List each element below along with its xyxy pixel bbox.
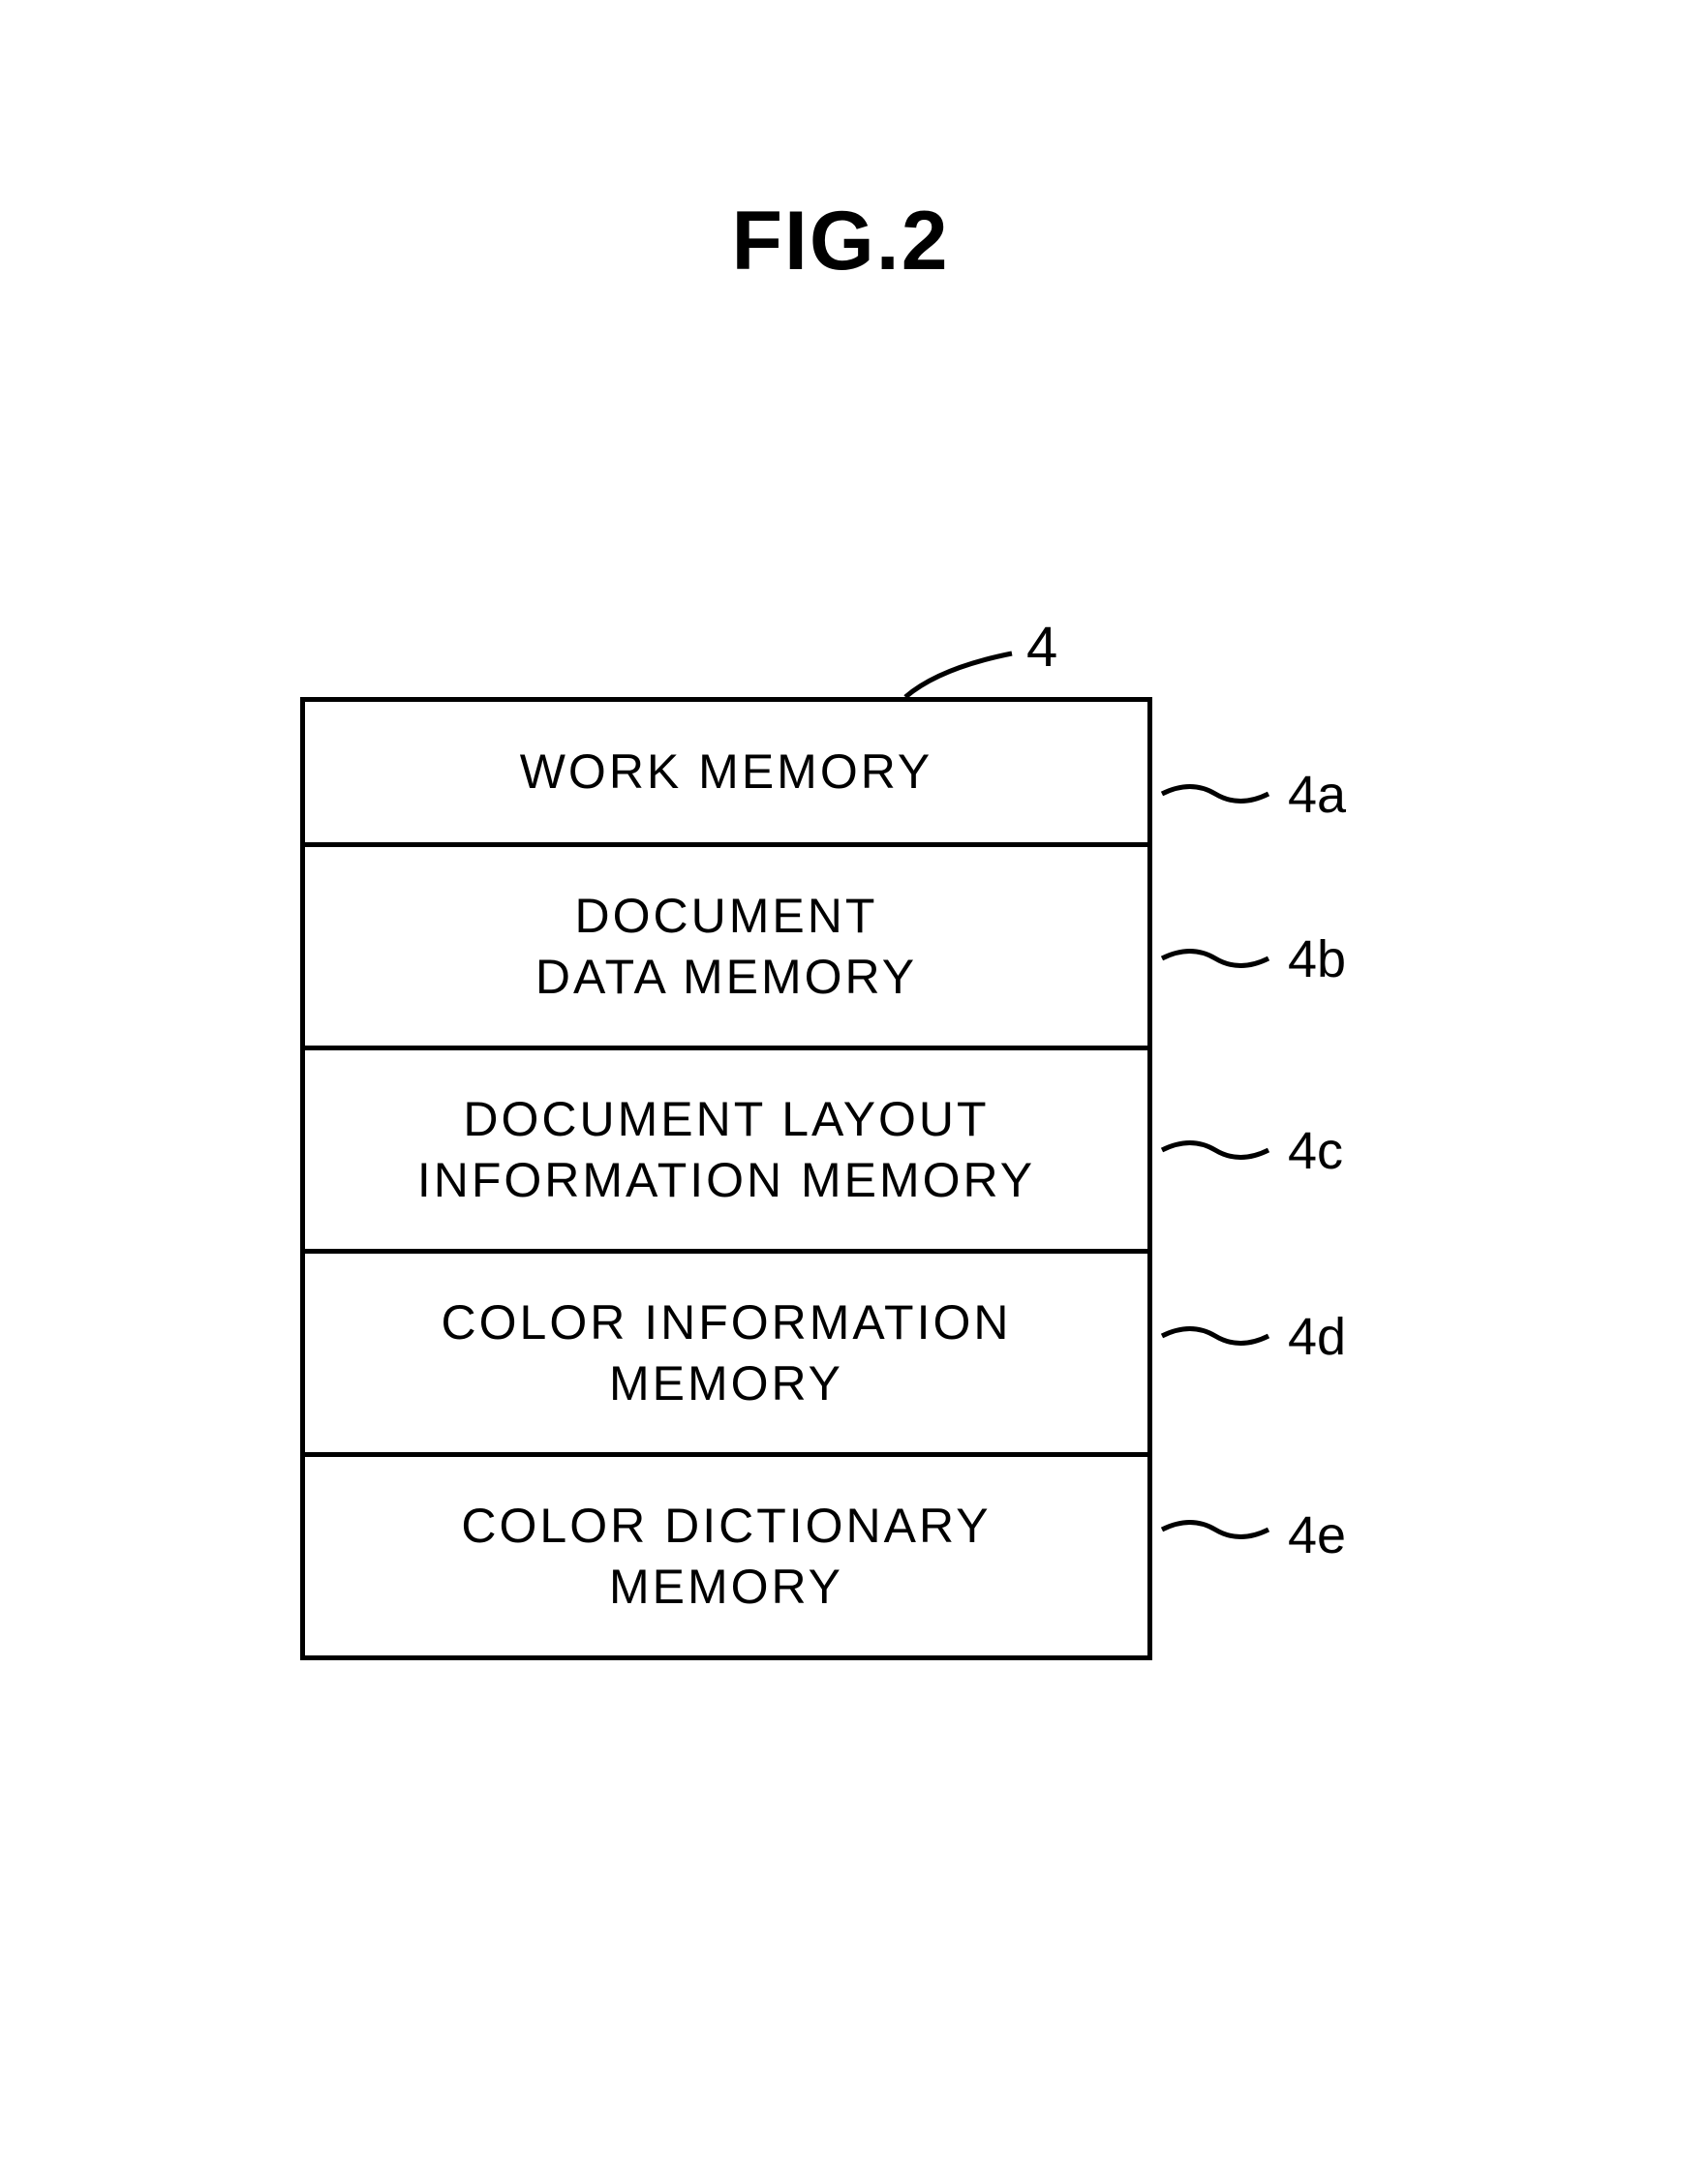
side-leader-4b: [1157, 939, 1273, 978]
side-label-4d: 4d: [1288, 1307, 1346, 1367]
side-leader-4c: [1157, 1131, 1273, 1169]
block-text: DOCUMENTDATA MEMORY: [535, 886, 917, 1007]
side-label-4c: 4c: [1288, 1121, 1343, 1181]
side-label-4a: 4a: [1288, 765, 1346, 825]
side-leader-4d: [1157, 1317, 1273, 1355]
block-color-information-memory: COLOR INFORMATIONMEMORY: [305, 1254, 1147, 1457]
side-leader-4e: [1157, 1510, 1273, 1549]
block-text: COLOR DICTIONARYMEMORY: [461, 1496, 991, 1617]
memory-diagram: WORK MEMORY DOCUMENTDATA MEMORY DOCUMENT…: [300, 697, 1152, 1660]
main-label: 4: [1026, 615, 1057, 680]
side-label-4b: 4b: [1288, 929, 1346, 989]
main-label-leader: [901, 644, 1026, 702]
figure-title: FIG.2: [731, 194, 949, 289]
block-document-layout-memory: DOCUMENT LAYOUTINFORMATION MEMORY: [305, 1050, 1147, 1254]
side-leader-4a: [1157, 774, 1273, 813]
block-text: DOCUMENT LAYOUTINFORMATION MEMORY: [417, 1089, 1035, 1210]
block-work-memory: WORK MEMORY: [305, 702, 1147, 847]
block-document-data-memory: DOCUMENTDATA MEMORY: [305, 847, 1147, 1050]
block-color-dictionary-memory: COLOR DICTIONARYMEMORY: [305, 1457, 1147, 1655]
block-text: WORK MEMORY: [520, 742, 933, 803]
block-text: COLOR INFORMATIONMEMORY: [442, 1292, 1012, 1413]
block-stack: WORK MEMORY DOCUMENTDATA MEMORY DOCUMENT…: [300, 697, 1152, 1660]
side-label-4e: 4e: [1288, 1505, 1346, 1565]
